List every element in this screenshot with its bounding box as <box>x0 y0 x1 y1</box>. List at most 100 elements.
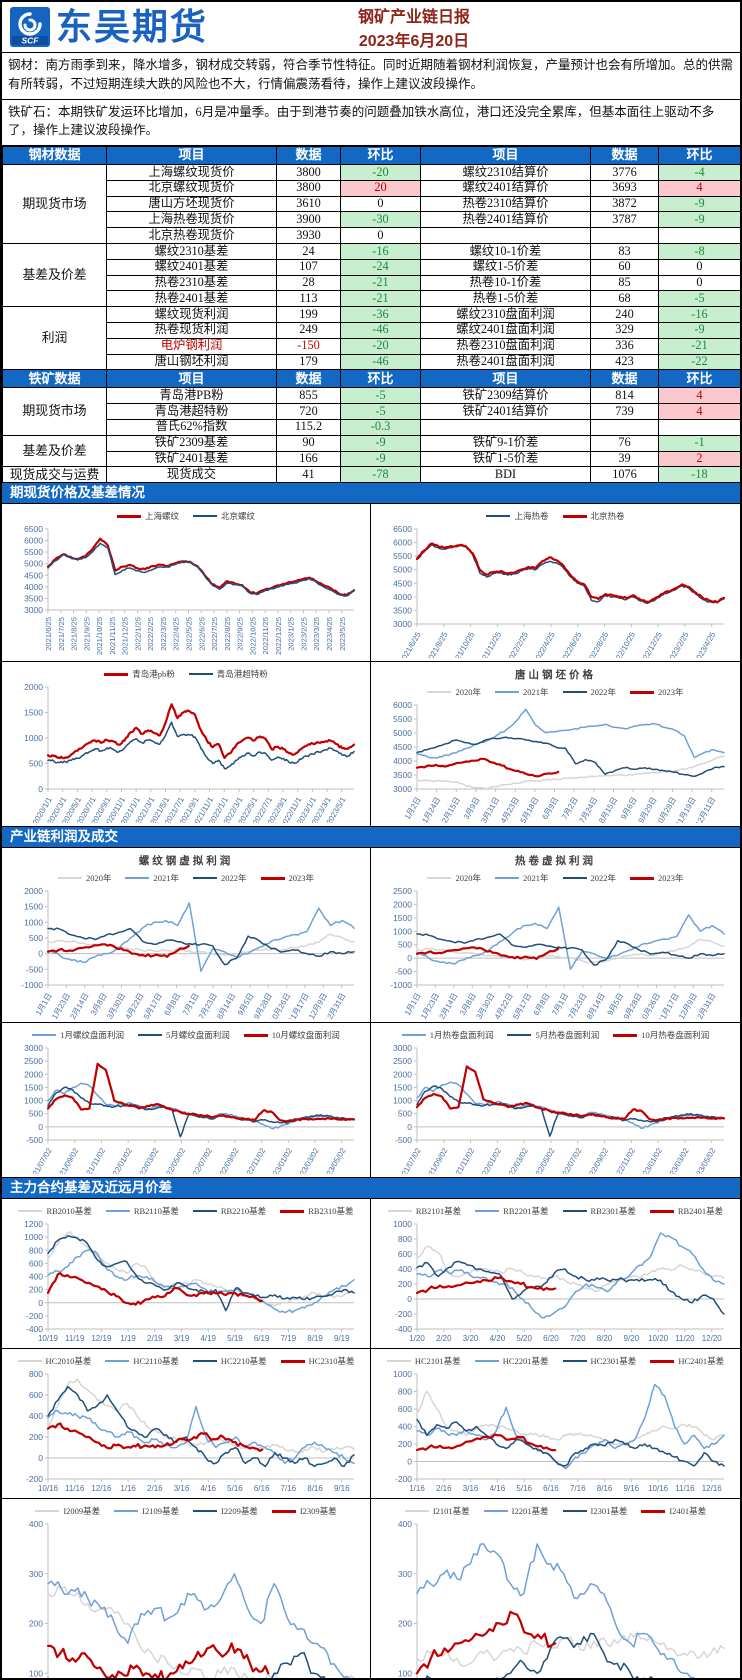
svg-text:1/19: 1/19 <box>120 1334 136 1343</box>
svg-text:1200: 1200 <box>24 1219 43 1229</box>
table-column-header: 环比 <box>340 369 421 389</box>
table-item-cell: 螺纹2310盘面利润 <box>420 306 591 323</box>
table-section-label: 基差及价差 <box>2 434 107 468</box>
table-item-cell: 热卷1-5价差 <box>420 290 591 308</box>
table-value-cell: 3872 <box>590 195 659 213</box>
legend-label: HC2301基差 <box>590 1356 637 1367</box>
svg-text:6000: 6000 <box>393 700 412 710</box>
legend-label: 2020年 <box>455 687 481 698</box>
table-item-cell: 螺纹10-1价差 <box>420 242 591 260</box>
legend-line-swatch <box>32 1034 57 1037</box>
table-group-name: 铁矿数据 <box>2 369 107 389</box>
svg-text:2022/1/25: 2022/1/25 <box>133 617 142 651</box>
table-value-cell: 28 <box>276 274 341 292</box>
chart-rebar-contract-profit: 1月螺纹盘面利润 5月螺纹盘面利润 10月螺纹盘面利润 -500 0 500 1000 150… <box>2 1023 371 1179</box>
table-item-cell: 铁矿2401基差 <box>106 450 277 468</box>
table-column-header: 环比 <box>658 369 740 389</box>
table-item-cell <box>420 227 591 244</box>
series-line <box>47 1086 355 1138</box>
legend-line-swatch <box>427 877 452 880</box>
legend-item: 北京螺纹 <box>193 510 255 522</box>
svg-text:2022/03/02: 2022/03/02 <box>133 1147 160 1175</box>
chart-legend: RB2010基差 RB2110基差 RB2210基差 RB2310基差 <box>6 1202 366 1219</box>
series-line <box>47 1231 355 1307</box>
svg-text:1500: 1500 <box>393 913 412 923</box>
series-line <box>416 1085 725 1137</box>
svg-text:400: 400 <box>398 1519 412 1529</box>
legend-line-swatch <box>280 1359 305 1363</box>
legend-line-swatch <box>386 1360 411 1363</box>
svg-text:8/16: 8/16 <box>307 1484 323 1493</box>
legend-label: I2109基差 <box>142 1506 179 1517</box>
legend-label: 1月热卷盘面利润 <box>429 1030 494 1041</box>
table-value-cell <box>590 227 659 244</box>
table-value-cell: -150 <box>276 337 341 355</box>
legend-line-swatch <box>387 1210 412 1213</box>
svg-text:9/19: 9/19 <box>334 1334 350 1343</box>
table-value-cell: 113 <box>276 290 341 308</box>
svg-text:2022/09/02: 2022/09/02 <box>213 1147 240 1175</box>
table-value-cell: 41 <box>276 466 341 484</box>
chart-legend: HC2101基差 HC2201基差 HC2301基差 HC2401基差 <box>375 1352 736 1369</box>
table-change-cell: -20 <box>340 337 421 355</box>
table-row: 基差及价差 铁矿2309基差 90 -9 铁矿9-1价差 76 -1 <box>2 434 740 468</box>
svg-text:2021/09/02: 2021/09/02 <box>53 1147 80 1175</box>
section-bar-main-contract-basis: 主力合约基差及近远月价差 <box>2 1178 740 1200</box>
legend-item: 北京热卷 <box>562 510 625 522</box>
chart-title: 热卷虚拟利润 <box>515 856 596 868</box>
legend-item: 1月螺纹盘面利润 <box>32 1029 124 1041</box>
svg-text:3/19: 3/19 <box>174 1334 190 1343</box>
legend-label: 北京热卷 <box>590 511 625 522</box>
legend-line-swatch <box>486 515 511 518</box>
series-line <box>416 933 725 966</box>
svg-text:4500: 4500 <box>24 570 43 580</box>
chart-grid-2: 螺纹钢虚拟利润 2020年 2021年 2022年 2023年 -1000 -500 0 500… <box>2 848 740 1179</box>
table-value-cell: 3693 <box>590 179 659 197</box>
svg-text:0: 0 <box>407 1122 412 1132</box>
svg-text:200: 200 <box>29 1619 43 1629</box>
table-change-cell: -4 <box>658 164 740 181</box>
svg-text:200: 200 <box>29 1432 43 1442</box>
legend-line-swatch <box>562 1510 587 1513</box>
legend-item: 2020年 <box>57 872 111 884</box>
svg-text:2021/11/02: 2021/11/02 <box>449 1147 476 1175</box>
svg-text:2023/1/25: 2023/1/25 <box>287 617 296 651</box>
svg-text:2021/11/25: 2021/11/25 <box>108 617 117 654</box>
table-column-header: 项目 <box>106 146 277 165</box>
legend-line-swatch <box>650 1359 675 1363</box>
series-line <box>47 902 355 973</box>
svg-text:6/20: 6/20 <box>543 1334 559 1343</box>
legend-line-swatch <box>35 1510 60 1513</box>
table-column-header: 项目 <box>106 369 277 389</box>
logo-swirl-icon: SCF <box>10 7 50 47</box>
svg-text:6月8日: 6月8日 <box>532 992 552 1018</box>
table-value-cell: 24 <box>276 242 341 260</box>
legend-label: RB2201基差 <box>503 1206 549 1217</box>
svg-text:4/16: 4/16 <box>200 1484 216 1493</box>
table-column-header: 项目 <box>420 146 591 165</box>
svg-text:2021/07/02: 2021/07/02 <box>395 1147 422 1175</box>
svg-text:2/16: 2/16 <box>436 1484 452 1493</box>
table-row: 唐山方坯现货价 3610 0 热卷2310结算价 3872 -9 <box>3 195 740 213</box>
svg-text:6月9日: 6月9日 <box>540 796 560 822</box>
chart-legend: RB2101基差 RB2201基差 RB2301基差 RB2401基差 <box>375 1202 736 1219</box>
svg-text:800: 800 <box>398 1387 412 1397</box>
report-header: SCF 东吴期货 钢矿产业链日报 2023年6月20日 <box>2 2 740 53</box>
series-line <box>47 542 355 597</box>
legend-item: 上海热卷 <box>486 510 549 522</box>
svg-text:8月15日: 8月15日 <box>597 796 619 824</box>
table-column-header: 项目 <box>420 369 591 389</box>
table-change-cell: 4 <box>658 387 740 405</box>
svg-text:2022/05/02: 2022/05/02 <box>160 1147 187 1175</box>
svg-text:4/19: 4/19 <box>200 1334 216 1343</box>
table-value-cell: 855 <box>276 387 341 405</box>
legend-label: 2023年 <box>288 873 315 884</box>
legend-item: 2022年 <box>562 686 616 698</box>
legend-item: RB2401基差 <box>649 1205 723 1217</box>
table-value-cell: 1076 <box>590 466 659 484</box>
legend-label: RB2310基差 <box>308 1206 354 1217</box>
svg-text:800: 800 <box>29 1245 43 1255</box>
chart-plot: -1000-50005001000150020001月1日1月23日2月14日3… <box>21 886 355 1022</box>
